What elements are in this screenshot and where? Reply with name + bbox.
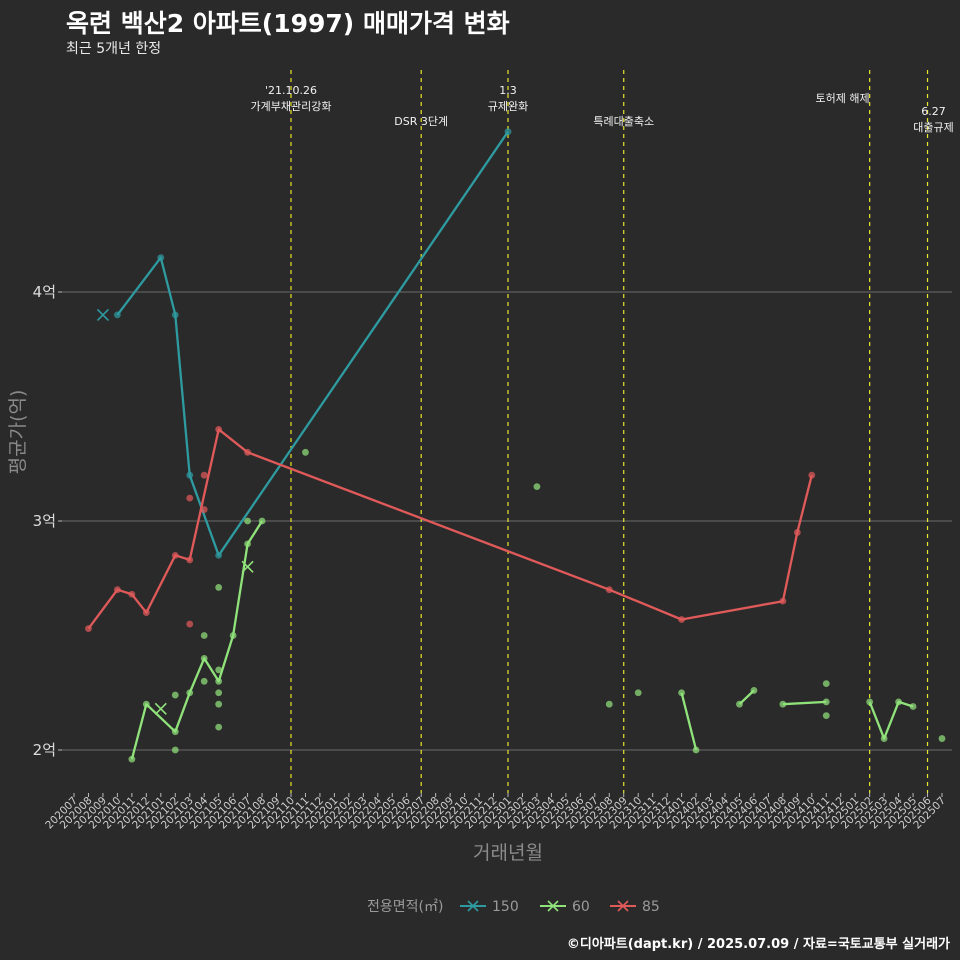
series-60-point-0: [128, 755, 136, 763]
series-60-point-29: [822, 680, 830, 687]
event-label-202502-0: 토허제 해제: [816, 91, 870, 105]
series-60-point-14: [215, 584, 223, 591]
series-150-point-4: [215, 551, 223, 559]
series-60-point-27: [779, 700, 787, 708]
series-60-point-18: [258, 517, 266, 525]
chart-caption: ©디아파트(dapt.kr) / 2025.07.09 / 자료=국토교통부 실…: [566, 937, 950, 952]
series-150-point-2: [171, 311, 179, 319]
series-60-point-17: [244, 517, 252, 525]
series-85-point-11: [244, 448, 252, 456]
legend-title: 전용면적(㎡): [367, 899, 443, 915]
series-layer: [85, 128, 946, 763]
event-label-202301-1: 규제완화: [488, 100, 528, 113]
y-gridlines: [62, 291, 952, 751]
series-85-point-4: [171, 551, 179, 559]
x-axis: 2020072020082020092020102020112020122021…: [43, 793, 948, 831]
series-60-point-1: [142, 700, 150, 708]
series-85-point-0: [85, 625, 92, 633]
series-60-point-4: [171, 746, 179, 754]
series-60-point-25: [736, 700, 743, 708]
x-axis-title: 거래년월: [473, 842, 543, 864]
series-85-point-9: [200, 506, 208, 513]
event-label-202110-0: '21.10.26: [265, 84, 317, 97]
series-150-point-0: [114, 311, 121, 319]
series-60-point-24: [692, 746, 700, 754]
series-150-point-1: [157, 254, 165, 262]
series-60-cross-0: [154, 702, 167, 715]
series-60-point-5: [186, 689, 194, 697]
series-85-point-10: [215, 426, 223, 433]
legend-label-60: 60: [572, 899, 590, 915]
series-150-cross-0: [96, 308, 109, 321]
event-label-202506-0: 6.27: [921, 105, 946, 118]
series-85-point-3: [142, 609, 150, 616]
series-60-point-8: [200, 677, 208, 685]
series-60-point-16: [244, 540, 252, 548]
event-label-202506-1: 대출규제: [913, 121, 953, 134]
series-60-line-1: [680, 692, 698, 751]
series-60-point-33: [895, 698, 902, 706]
legend-label-150: 150: [492, 899, 519, 915]
y-axis: 2억 3억 4억: [33, 283, 62, 759]
legend-label-85: 85: [642, 899, 660, 915]
series-60-point-12: [215, 700, 223, 708]
series-60-point-6: [200, 655, 208, 662]
chart-title: 옥련 백산2 아파트(1997) 매매가격 변화: [66, 9, 510, 38]
series-60-point-20: [533, 483, 541, 491]
legend-cross-60: [547, 900, 559, 912]
legend: 전용면적(㎡) 150 60 85: [367, 899, 660, 915]
series-85-point-16: [808, 471, 816, 479]
legend-cross-150: [467, 900, 479, 912]
y-tick-label-4: 4억: [33, 283, 56, 301]
series-60-point-31: [866, 698, 874, 706]
series-85-point-14: [779, 597, 787, 605]
series-150-point-3: [186, 471, 194, 479]
series-85-point-15: [793, 529, 801, 536]
y-tick-label-3: 3억: [33, 512, 56, 530]
series-60-point-22: [634, 689, 642, 697]
series-60-point-32: [880, 735, 888, 742]
series-60-point-23: [678, 689, 685, 697]
event-label-202207-0: DSR 3단계: [394, 115, 448, 128]
series-60-point-34: [909, 703, 917, 710]
series-60-line-0: [130, 520, 264, 760]
series-85-point-5: [186, 556, 194, 564]
series-85-point-13: [678, 616, 685, 623]
event-label-202110-1: 가계부채관리강화: [251, 100, 332, 113]
chart-subtitle: 최근 5개년 한정: [66, 41, 162, 57]
y-axis-title: 평균가(억): [7, 390, 29, 475]
series-60-point-28: [822, 698, 830, 706]
series-60-point-35: [938, 735, 946, 742]
series-60-cross-1: [241, 560, 254, 573]
series-60-point-7: [200, 632, 208, 639]
legend-cross-85: [617, 900, 629, 912]
series-85-point-2: [128, 590, 136, 598]
series-60-point-11: [215, 689, 223, 697]
series-60-point-19: [302, 448, 309, 456]
series-150-line: [116, 131, 509, 557]
event-label-202301-0: 1.3: [499, 84, 517, 97]
series-60-point-30: [822, 712, 830, 720]
series-60-line-3: [782, 700, 827, 706]
series-85-point-1: [114, 586, 121, 594]
series-85-point-12: [605, 586, 613, 594]
event-label-202309-0: 특례대출축소: [593, 115, 654, 128]
series-60-point-10: [215, 666, 223, 674]
series-60-point-2: [171, 728, 179, 736]
y-tick-label-2: 2억: [33, 741, 56, 759]
series-60-point-21: [605, 700, 613, 708]
series-60-point-3: [171, 691, 179, 699]
series-60-point-13: [215, 723, 223, 731]
series-85-point-6: [186, 494, 194, 502]
series-60-point-26: [750, 687, 758, 694]
series-85-line: [87, 428, 813, 630]
series-60-line-4: [868, 700, 914, 740]
series-60-point-15: [229, 632, 237, 639]
series-85-point-7: [186, 620, 194, 628]
series-150-point-5: [504, 128, 512, 136]
series-85-point-8: [200, 471, 208, 479]
series-60-point-9: [215, 677, 223, 685]
